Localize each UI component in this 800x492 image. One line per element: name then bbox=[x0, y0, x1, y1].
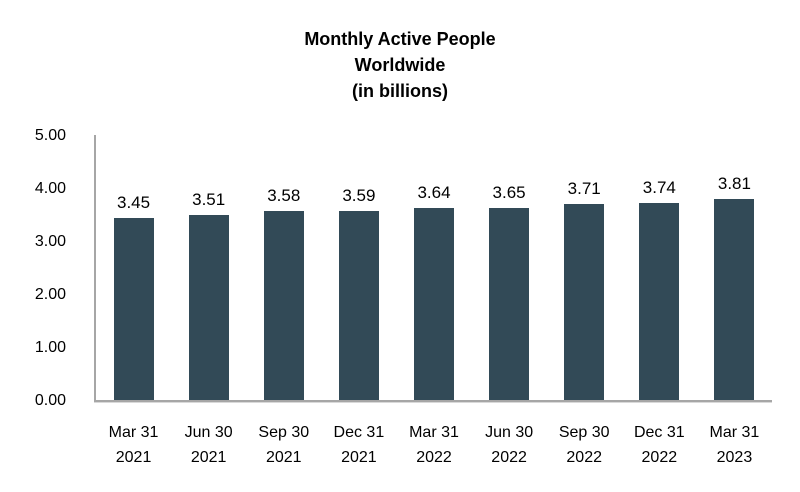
y-axis-tick-label: 0.00 bbox=[34, 392, 66, 409]
y-axis-tick-label: 2.00 bbox=[34, 286, 66, 303]
chart-title-line-1: Monthly Active People bbox=[304, 29, 496, 49]
x-axis-category-line: Mar 31 bbox=[709, 424, 760, 441]
y-axis-tick-label: 5.00 bbox=[34, 127, 66, 144]
bar bbox=[338, 211, 379, 401]
bar-value-label: 3.74 bbox=[642, 178, 676, 197]
x-axis-category-label: Sep 30 2022 bbox=[547, 420, 622, 470]
x-axis-category-label: Mar 31 2023 bbox=[697, 420, 772, 470]
bar-value-label: 3.81 bbox=[717, 174, 751, 193]
bar-slot: 3.71 bbox=[547, 136, 622, 401]
x-axis-category-label: Dec 31 2021 bbox=[321, 420, 396, 470]
bar-slot: 3.74 bbox=[622, 136, 697, 401]
x-axis-category-line: 2021 bbox=[265, 449, 302, 466]
x-axis-category-label: Mar 31 2022 bbox=[396, 420, 471, 470]
bar bbox=[263, 211, 304, 401]
bar-slot: 3.64 bbox=[396, 136, 471, 401]
bar-slot: 3.59 bbox=[321, 136, 396, 401]
x-axis-category-line: 2021 bbox=[115, 449, 152, 466]
x-axis-category-line: Mar 31 bbox=[409, 424, 459, 441]
chart-title-line-3: (in billions) bbox=[352, 81, 448, 101]
bar-value-label: 3.51 bbox=[192, 190, 226, 209]
y-axis-line bbox=[94, 135, 96, 401]
x-axis-category-label: Sep 30 2021 bbox=[246, 420, 321, 470]
x-axis-category-label: Dec 31 2022 bbox=[622, 420, 697, 470]
x-axis-category-label: Jun 30 2022 bbox=[472, 420, 547, 470]
bar bbox=[113, 218, 154, 401]
x-axis-category-line: 2021 bbox=[341, 449, 377, 466]
x-axis-category-line: 2022 bbox=[416, 449, 452, 466]
x-axis-category-line: 2021 bbox=[190, 449, 227, 466]
bar-slot: 3.65 bbox=[472, 136, 547, 401]
y-axis-tick-label: 3.00 bbox=[34, 233, 66, 250]
bar-value-label: 3.71 bbox=[567, 179, 601, 198]
chart-title: Monthly Active People Worldwide (in bill… bbox=[0, 26, 800, 104]
bar bbox=[188, 215, 229, 401]
x-axis: Mar 31 2021 Jun 30 2021 Sep 30 2021 Dec 31 2021… bbox=[96, 420, 772, 470]
bar bbox=[639, 203, 680, 401]
bar-value-label: 3.64 bbox=[417, 183, 451, 202]
x-axis-category-line: Jun 30 bbox=[184, 424, 233, 441]
bar bbox=[714, 199, 755, 401]
x-axis-category-label: Jun 30 2021 bbox=[171, 420, 246, 470]
bar-slot: 3.51 bbox=[171, 136, 246, 401]
x-axis-category-line: Sep 30 bbox=[558, 424, 610, 441]
bar-slot: 3.45 bbox=[96, 136, 171, 401]
x-axis-category-line: Sep 30 bbox=[258, 424, 310, 441]
y-axis-tick-label: 4.00 bbox=[34, 180, 66, 197]
bar-slot: 3.81 bbox=[697, 136, 772, 401]
bar-value-label: 3.58 bbox=[267, 186, 301, 205]
bar bbox=[413, 208, 454, 401]
x-axis-category-line: Mar 31 bbox=[108, 424, 159, 441]
bar-value-label: 3.45 bbox=[117, 193, 151, 212]
y-axis-tick-label: 1.00 bbox=[34, 339, 66, 356]
bar bbox=[564, 204, 605, 401]
x-axis-category-line: Dec 31 bbox=[633, 424, 685, 441]
bar-value-label: 3.65 bbox=[492, 183, 526, 202]
x-axis-category-line: 2023 bbox=[716, 449, 753, 466]
bar bbox=[489, 208, 530, 401]
x-axis-category-line: Jun 30 bbox=[485, 424, 534, 441]
chart-title-line-2: Worldwide bbox=[354, 55, 446, 75]
x-axis-line bbox=[94, 400, 772, 403]
x-axis-category-line: 2022 bbox=[491, 449, 527, 466]
bar-value-label: 3.59 bbox=[342, 186, 376, 205]
x-axis-category-line: Dec 31 bbox=[333, 424, 385, 441]
x-axis-category-line: 2022 bbox=[566, 449, 602, 466]
bar-slot: 3.58 bbox=[246, 136, 321, 401]
x-axis-category-line: 2022 bbox=[641, 449, 678, 466]
y-axis: 5.00 4.00 3.00 2.00 1.00 0.00 bbox=[0, 0, 66, 492]
plot-area: 3.45 3.51 3.58 3.59 3.64 3.65 3.71 3.74 3.81 bbox=[96, 136, 772, 401]
x-axis-category-label: Mar 31 2021 bbox=[96, 420, 171, 470]
